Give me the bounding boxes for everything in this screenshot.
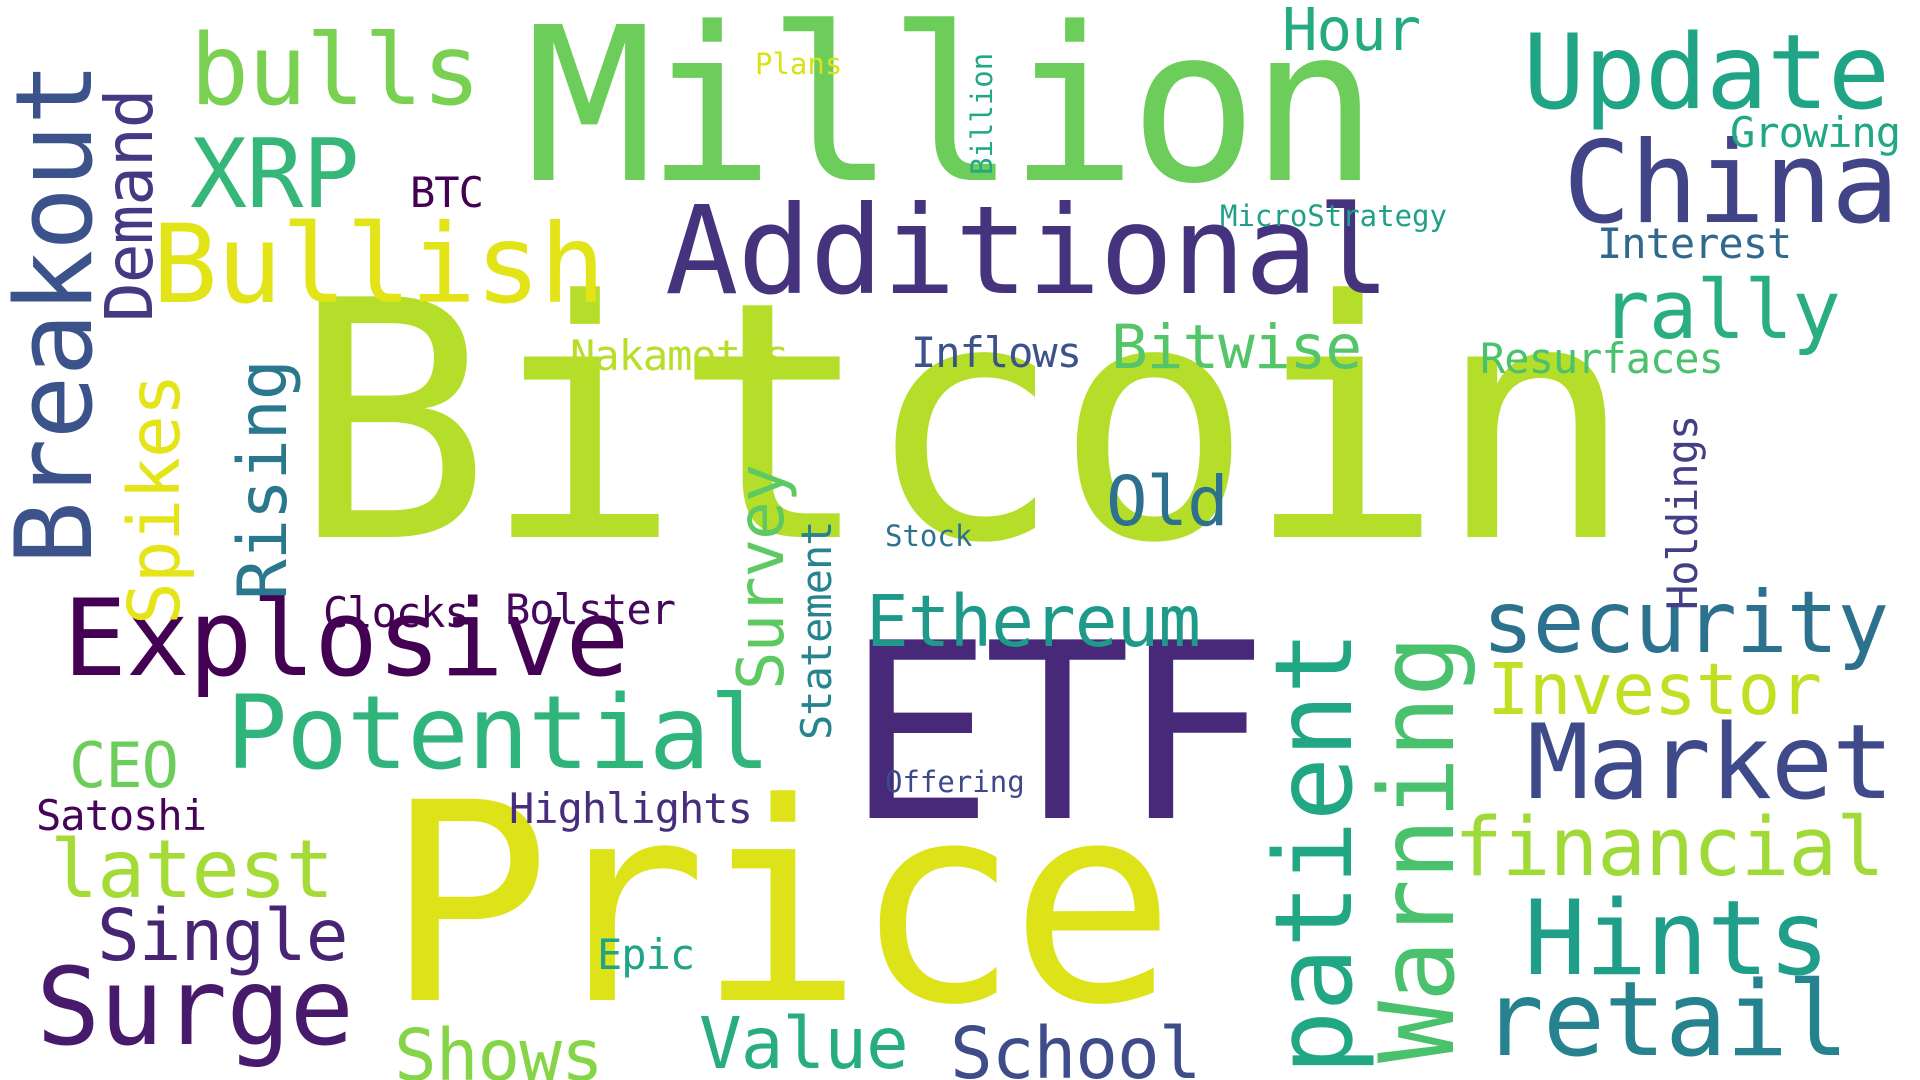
word: Survey [725, 464, 799, 690]
word: Clocks [323, 588, 470, 637]
word: Growing [1730, 108, 1901, 157]
word: Bitcoin [292, 231, 1635, 615]
word: latest [50, 823, 334, 916]
word: bulls [190, 14, 481, 128]
word: School [950, 1012, 1201, 1080]
word: Hints [1524, 879, 1830, 999]
word: Nakamotos [570, 331, 790, 380]
word: financial [1454, 801, 1885, 895]
word: Bullish [152, 201, 605, 328]
word: Explosive [63, 577, 629, 700]
word: Surge [36, 946, 354, 1070]
word: Bolster [505, 585, 676, 634]
word: retail [1482, 960, 1849, 1080]
word: Ethereum [866, 580, 1201, 663]
word: Interest [1597, 219, 1792, 268]
word: security [1482, 573, 1889, 673]
word: MicroStrategy [1220, 199, 1447, 233]
word: patient [1253, 631, 1377, 1075]
word: Value [699, 1002, 909, 1080]
word: Statement [792, 521, 841, 740]
word: Potential [226, 674, 771, 793]
word: Single [97, 894, 348, 977]
word: Investor [1487, 648, 1822, 731]
word: Shows [394, 1014, 604, 1080]
word: Epic [597, 930, 695, 979]
word: Update [1523, 13, 1890, 133]
word: Satoshi [36, 791, 207, 840]
word: Demand [91, 89, 168, 322]
word: ETF [846, 591, 1269, 876]
word: Additional [665, 180, 1391, 322]
word: Offering [885, 765, 1025, 799]
word: Highlights [509, 784, 753, 833]
word: Spikes [113, 374, 196, 625]
word: Price [385, 745, 1176, 1066]
word: Million [525, 0, 1379, 231]
word: Hour [1282, 0, 1421, 64]
word: Stock [885, 519, 973, 553]
word: BTC [410, 168, 484, 217]
word: Billion [965, 52, 999, 175]
word: Plans [755, 47, 843, 81]
word: CEO [69, 729, 179, 802]
word: XRP [190, 120, 360, 230]
word: Resurfaces [1480, 334, 1724, 383]
word: Inflows [911, 328, 1082, 377]
word: rally [1601, 264, 1841, 358]
word: Rising [224, 360, 303, 600]
word: China [1563, 117, 1899, 249]
word: Old [1106, 462, 1229, 542]
word: Holdings [1658, 415, 1707, 610]
word: Bitwise [1111, 312, 1362, 383]
word: Market [1527, 703, 1894, 823]
